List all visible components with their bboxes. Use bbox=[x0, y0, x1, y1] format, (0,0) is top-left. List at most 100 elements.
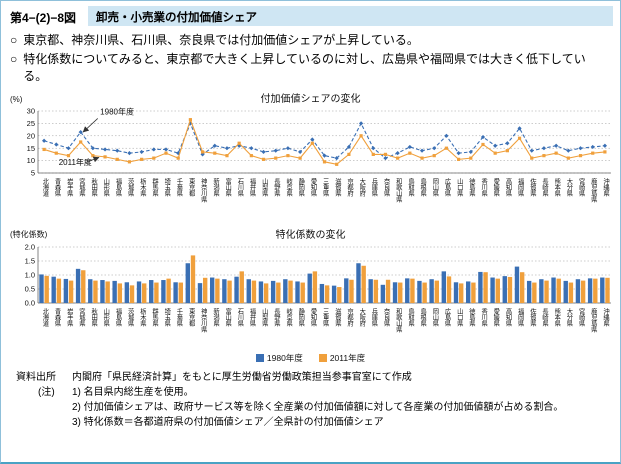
svg-text:25: 25 bbox=[27, 119, 35, 128]
x-axis-label: 鳥取県 bbox=[407, 308, 415, 327]
x-axis-label: 大分県 bbox=[565, 308, 573, 327]
x-axis-label: 和歌山県 bbox=[394, 308, 402, 333]
x-axis-label: 福井県 bbox=[248, 308, 256, 327]
x-axis-label: 佐賀県 bbox=[528, 308, 536, 327]
bullet-item: ○ 東京都、神奈川県、石川県、奈良県では付加価値シェアが上昇している。 bbox=[8, 32, 613, 49]
x-axis-label: 福岡県 bbox=[516, 308, 524, 327]
note-1: 1) 名目県内総生産を使用。 bbox=[72, 387, 194, 399]
svg-text:30: 30 bbox=[27, 107, 35, 116]
svg-text:1.5: 1.5 bbox=[25, 257, 35, 266]
y-axis-unit-percent: (%) bbox=[10, 95, 23, 105]
x-axis-label: 青森県 bbox=[53, 308, 61, 327]
x-axis-label: 高知県 bbox=[504, 308, 512, 327]
x-axis-label: 宮城県 bbox=[77, 308, 85, 327]
x-axis-label: 新潟県 bbox=[212, 308, 220, 327]
x-axis-label: 島根県 bbox=[419, 178, 427, 197]
x-axis-label: 福島県 bbox=[114, 178, 122, 197]
share-chart-head: (%) 付加価値シェアの変化 bbox=[8, 90, 613, 105]
x-axis-label: 広島県 bbox=[443, 308, 451, 327]
x-axis-label: 和歌山県 bbox=[394, 178, 402, 203]
svg-text:10: 10 bbox=[27, 157, 35, 166]
x-axis-label: 岩手県 bbox=[65, 178, 73, 197]
legend-label-2011: 2011年度 bbox=[329, 353, 366, 364]
bullet-text: 東京都、神奈川県、石川県、奈良県では付加価値シェアが上昇している。 bbox=[23, 33, 419, 47]
x-axis-label: 北海道 bbox=[41, 308, 49, 327]
coef-chart-head: (特化係数) 特化係数の変化 bbox=[8, 226, 613, 242]
x-axis-label: 沖縄県 bbox=[602, 178, 610, 197]
x-axis-label: 愛知県 bbox=[309, 178, 317, 197]
coef-chart-labels: 北海道 青森県 岩手県 宮城県 秋田県 山形県 福島県 茨城県 栃木県 群馬県 埼玉県 千葉県 東京都神… bbox=[38, 308, 613, 350]
x-axis-label: 山梨県 bbox=[260, 178, 268, 197]
legend-swatch-1980 bbox=[255, 354, 264, 363]
x-axis-label: 山形県 bbox=[102, 178, 110, 197]
coef-chart-svg: 0.0 0.5 1.0 1.5 2.0 bbox=[25, 243, 611, 307]
x-axis-label: 北海道 bbox=[41, 178, 49, 197]
x-axis-label: 千葉県 bbox=[175, 178, 183, 197]
note-row: 3) 特化係数＝各都道府県の付加価値シェア／全県計の付加価値シェア bbox=[8, 415, 613, 430]
x-axis-label: 大阪府 bbox=[358, 308, 366, 327]
x-axis-label: 三重県 bbox=[321, 178, 329, 197]
legend-item-1980: 1980年度 bbox=[255, 352, 303, 364]
svg-text:20: 20 bbox=[27, 132, 35, 141]
x-axis-label: 岐阜県 bbox=[285, 308, 293, 327]
x-axis-label: 富山県 bbox=[224, 178, 232, 197]
share-chart: (%) 付加価値シェアの変化 5 10 15 20 25 30 1980年度 2011年度 北… bbox=[8, 90, 613, 220]
x-axis-label: 埼玉県 bbox=[163, 178, 171, 197]
coef-chart: (特化係数) 特化係数の変化 0.0 0.5 1.0 1.5 2.0 北海道 青森県 岩手県… bbox=[8, 226, 613, 364]
figure-title: 卸売・小売業の付加価値シェア bbox=[88, 6, 613, 26]
x-axis-label: 佐賀県 bbox=[528, 178, 536, 197]
x-axis-label: 東京都 bbox=[187, 308, 195, 327]
x-axis-label: 岐阜県 bbox=[285, 178, 293, 197]
svg-text:1.0: 1.0 bbox=[25, 271, 35, 280]
x-axis-label: 徳島県 bbox=[467, 308, 475, 327]
x-axis-label: 千葉県 bbox=[175, 308, 183, 327]
svg-text:2.0: 2.0 bbox=[25, 243, 35, 252]
legend-swatch-2011 bbox=[318, 354, 327, 363]
share-chart-labels: 北海道 青森県 岩手県 宮城県 秋田県 山形県 福島県 茨城県 栃木県 群馬県 埼玉県 千葉県 東京都神… bbox=[38, 178, 613, 220]
bullet-marker: ○ bbox=[10, 33, 18, 47]
x-axis-label: 香川県 bbox=[480, 308, 488, 327]
x-axis-label: 長野県 bbox=[272, 178, 280, 197]
x-axis-label: 愛媛県 bbox=[492, 308, 500, 327]
x-axis-label: 島根県 bbox=[419, 308, 427, 327]
bullet-marker: ○ bbox=[10, 51, 18, 66]
notes-label: (注) bbox=[38, 387, 55, 399]
x-axis-label: 徳島県 bbox=[467, 178, 475, 197]
x-axis-label: 熊本県 bbox=[553, 178, 561, 197]
bullet-text: 特化係数についてみると、東京都で大きく上昇しているのに対し、広島県や福岡県では大… bbox=[23, 51, 586, 83]
chart-legend: 1980年度 2011年度 bbox=[8, 352, 613, 364]
source-text: 内閣府「県民経済計算」をもとに厚生労働省労働政策担当参事官室にて作成 bbox=[72, 372, 412, 384]
source-row: 資料出所 内閣府「県民経済計算」をもとに厚生労働省労働政策担当参事官室にて作成 bbox=[8, 370, 613, 385]
x-axis-label: 岡山県 bbox=[431, 178, 439, 197]
source-label: 資料出所 bbox=[16, 372, 56, 384]
x-axis-label: 新潟県 bbox=[212, 178, 220, 197]
x-axis-label: 茨城県 bbox=[126, 178, 134, 197]
x-axis-label: 広島県 bbox=[443, 178, 451, 197]
x-axis-label: 大阪府 bbox=[358, 178, 366, 197]
svg-text:0.5: 0.5 bbox=[25, 285, 35, 294]
x-axis-label: 愛知県 bbox=[309, 308, 317, 327]
x-axis-label: 鳥取県 bbox=[407, 178, 415, 197]
x-axis-label: 埼玉県 bbox=[163, 308, 171, 327]
svg-text:1980年度: 1980年度 bbox=[100, 107, 134, 117]
x-axis-label: 青森県 bbox=[53, 178, 61, 197]
x-axis-label: 宮崎県 bbox=[577, 308, 585, 327]
x-axis-label: 沖縄県 bbox=[602, 308, 610, 327]
x-axis-label: 栃木県 bbox=[138, 308, 146, 327]
x-axis-label: 奈良県 bbox=[382, 178, 390, 197]
note-3: 3) 特化係数＝各都道府県の付加価値シェア／全県計の付加価値シェア bbox=[72, 417, 384, 429]
x-axis-label: 静岡県 bbox=[297, 178, 305, 197]
note-2: 2) 付加価値シェアは、政府サービス等を除く全産業の付加価値額に対して各産業の付… bbox=[72, 402, 564, 414]
x-axis-label: 三重県 bbox=[321, 308, 329, 327]
coef-chart-title: 特化係数の変化 bbox=[275, 230, 346, 242]
x-axis-label: 兵庫県 bbox=[370, 178, 378, 197]
figure-header: 第4−(2)−8図 卸売・小売業の付加価値シェア bbox=[8, 6, 613, 26]
x-axis-label: 福島県 bbox=[114, 308, 122, 327]
y-axis-unit-coef: (特化係数) bbox=[10, 230, 48, 240]
note-spacer bbox=[16, 415, 72, 430]
x-axis-label: 神奈川県 bbox=[199, 178, 207, 203]
x-axis-label: 群馬県 bbox=[151, 178, 159, 197]
svg-text:15: 15 bbox=[27, 144, 35, 153]
bullet-item: ○ 特化係数についてみると、東京都で大きく上昇しているのに対し、広島県や福岡県で… bbox=[8, 51, 613, 85]
